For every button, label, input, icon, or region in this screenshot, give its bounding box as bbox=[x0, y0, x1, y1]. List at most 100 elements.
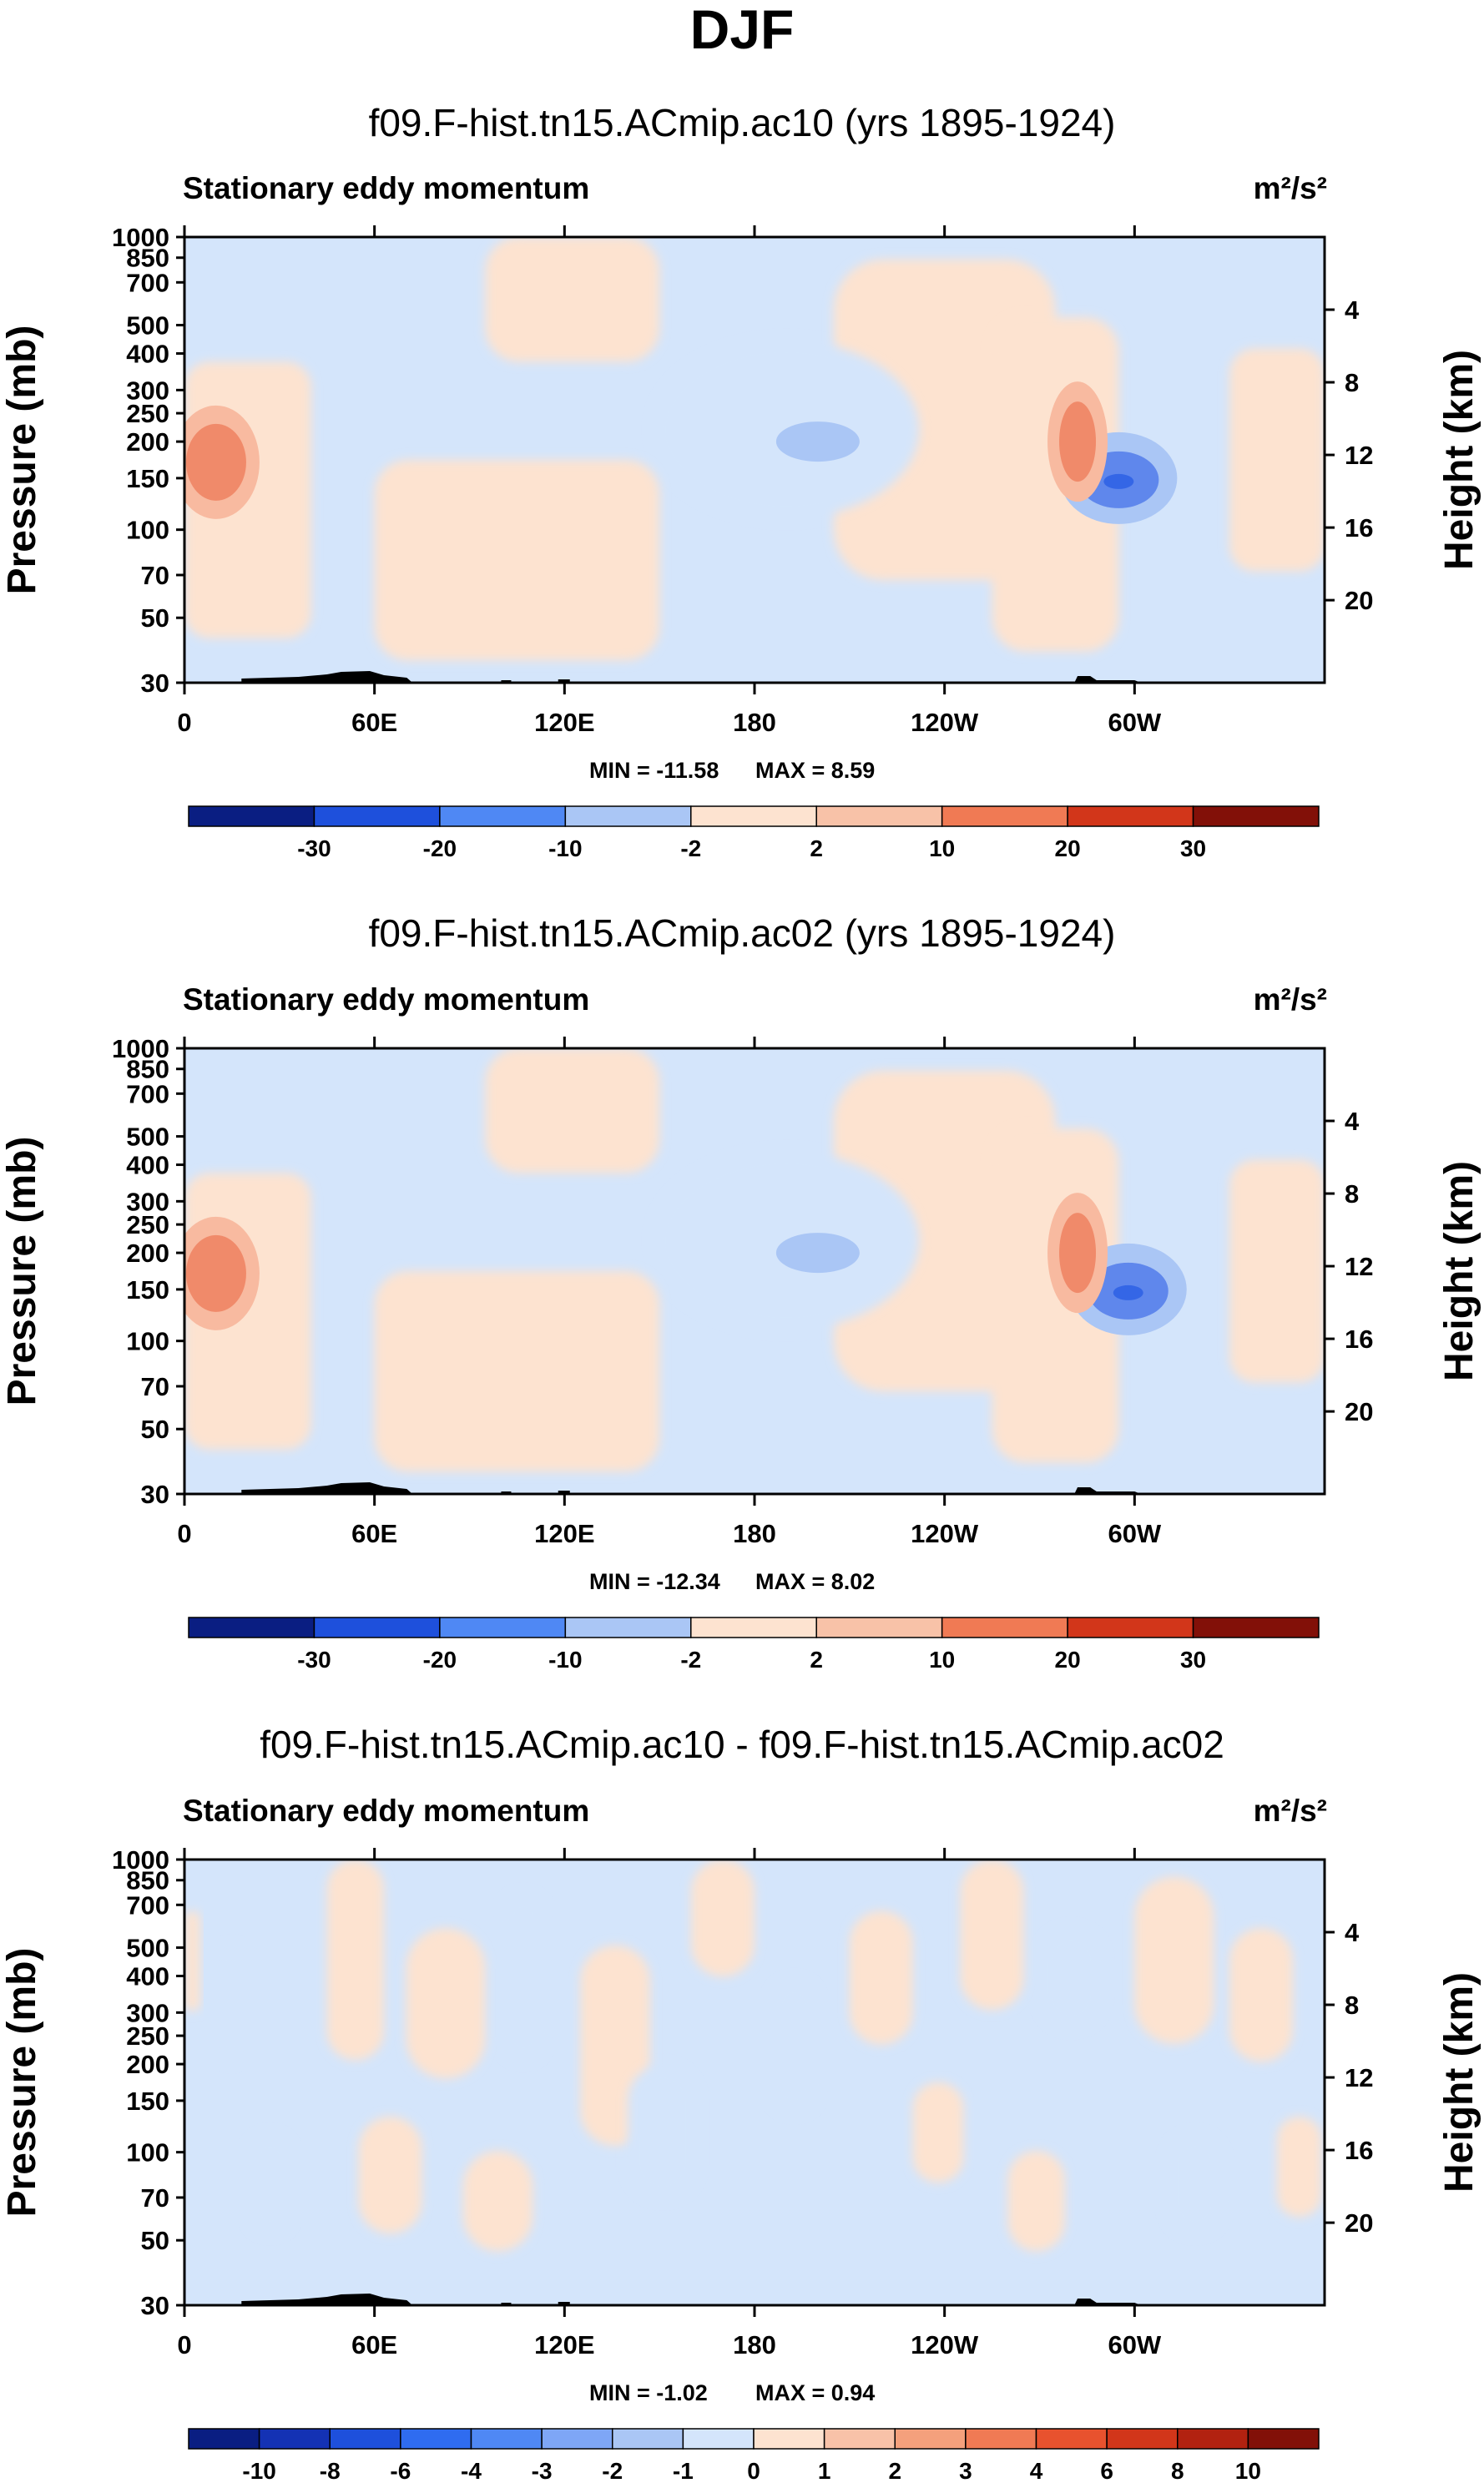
panel-left-string: Stationary eddy momentum bbox=[183, 982, 589, 1017]
x-tick-label: 60E bbox=[351, 1519, 397, 1548]
colorbar-box bbox=[564, 805, 692, 827]
colorbar-box bbox=[1192, 805, 1320, 827]
y-tick-label: 850 bbox=[126, 1866, 169, 1895]
colorbar-box bbox=[564, 1617, 692, 1638]
topography bbox=[558, 2302, 570, 2305]
y-right-tick-label: 4 bbox=[1345, 1107, 1360, 1136]
colorbar: -10 -8 -6 -4 -3 -2 -1 0 1 2 3 4 6 8 10 bbox=[188, 2428, 1320, 2483]
colorbar: -30 -20 -10 -2 2 10 20 30 bbox=[188, 1617, 1320, 1673]
colorbar-box bbox=[1067, 805, 1194, 827]
x-tick-label: 60W bbox=[1108, 1519, 1161, 1548]
colorbar-box bbox=[439, 1617, 567, 1638]
panel-title: f09.F-hist.tn15.ACmip.ac02 (yrs 1895-192… bbox=[369, 911, 1116, 955]
colorbar-box bbox=[815, 1617, 943, 1638]
colorbar-label: 1 bbox=[818, 2458, 831, 2483]
x-tick-label: 180 bbox=[733, 708, 776, 737]
colorbar-box bbox=[612, 2428, 684, 2450]
colorbar-label: 2 bbox=[810, 1647, 823, 1673]
y-tick-label: 500 bbox=[126, 311, 169, 341]
y-tick-label: 500 bbox=[126, 1934, 169, 1963]
y-right-tick-label: 8 bbox=[1345, 1991, 1359, 2020]
anomaly-patch bbox=[849, 1910, 913, 2045]
y-right-tick-label: 16 bbox=[1345, 2136, 1373, 2165]
colorbar-box bbox=[1035, 2428, 1108, 2450]
y-tick-label: 1000 bbox=[112, 1034, 169, 1063]
y-axis-label: Pressure (mb) bbox=[0, 1948, 44, 2218]
y-right-tick-label: 20 bbox=[1345, 586, 1373, 615]
y-right-tick-label: 4 bbox=[1345, 295, 1360, 325]
y-tick-label: 150 bbox=[126, 2087, 169, 2116]
colorbar-label: -20 bbox=[423, 1647, 457, 1673]
colorbar-label: -2 bbox=[602, 2458, 623, 2483]
panel-units: m²/s² bbox=[1254, 171, 1327, 205]
colorbar-box bbox=[188, 805, 315, 827]
y-tick-label: 50 bbox=[141, 1415, 169, 1444]
x-tick-label: 180 bbox=[733, 2330, 776, 2359]
colorbar-label: -2 bbox=[680, 1647, 701, 1673]
contour-fill bbox=[1059, 1213, 1097, 1294]
colorbar-box bbox=[1192, 1617, 1320, 1638]
positive-region bbox=[1229, 1159, 1325, 1383]
contour-fill bbox=[185, 423, 246, 501]
y-tick-label: 1000 bbox=[112, 223, 169, 252]
positive-anomaly bbox=[184, 1216, 260, 1330]
plot-area bbox=[183, 235, 1326, 684]
panel-left-string: Stationary eddy momentum bbox=[183, 1794, 589, 1828]
y-axis-label-right: Height (km) bbox=[1437, 1161, 1481, 1381]
colorbar-box bbox=[894, 2428, 967, 2450]
contour-field bbox=[184, 1048, 1325, 1494]
y-right-tick-label: 20 bbox=[1345, 2208, 1373, 2238]
positive-region bbox=[485, 1048, 660, 1173]
topography bbox=[558, 679, 570, 683]
panel-left-string: Stationary eddy momentum bbox=[183, 171, 589, 205]
positive-region bbox=[485, 237, 660, 362]
panel-title: f09.F-hist.tn15.ACmip.ac10 (yrs 1895-192… bbox=[369, 101, 1116, 144]
colorbar-label: 10 bbox=[929, 1647, 955, 1673]
y-tick-label: 30 bbox=[141, 1480, 169, 1509]
topography bbox=[1074, 676, 1141, 683]
colorbar-box bbox=[1067, 1617, 1194, 1638]
y-right-tick-label: 20 bbox=[1345, 1397, 1373, 1426]
anomaly-patch bbox=[406, 1928, 486, 2079]
y-right-tick-label: 16 bbox=[1345, 1325, 1373, 1354]
max-label: MAX = 8.02 bbox=[755, 1569, 875, 1594]
positive-anomaly bbox=[1047, 1193, 1108, 1314]
x-tick-label: 60W bbox=[1108, 2330, 1161, 2359]
y-tick-label: 100 bbox=[126, 1327, 169, 1356]
y-tick-label: 250 bbox=[126, 1210, 169, 1239]
colorbar-label: -10 bbox=[548, 835, 582, 861]
y-tick-label: 850 bbox=[126, 1055, 169, 1084]
anomaly-patch bbox=[1166, 2133, 1224, 2234]
y-tick-label: 250 bbox=[126, 399, 169, 428]
anomaly-patch bbox=[358, 2117, 422, 2234]
colorbar-box bbox=[1177, 2428, 1249, 2450]
contour-fill bbox=[775, 1233, 860, 1274]
contour-fill bbox=[775, 421, 860, 462]
min-label: MIN = -1.02 bbox=[589, 2380, 708, 2405]
y-tick-label: 700 bbox=[126, 1079, 169, 1108]
contour-field bbox=[184, 237, 1325, 683]
contour-core bbox=[1103, 473, 1134, 489]
colorbar-label: -10 bbox=[548, 1647, 582, 1673]
y-tick-label: 150 bbox=[126, 1275, 169, 1305]
x-tick-label: 120E bbox=[534, 708, 594, 737]
y-tick-label: 250 bbox=[126, 2021, 169, 2051]
y-tick-label: 70 bbox=[141, 1372, 169, 1401]
colorbar-label: 6 bbox=[1100, 2458, 1113, 2483]
y-right-tick-label: 16 bbox=[1345, 513, 1373, 543]
anomaly-patch bbox=[247, 2133, 293, 2234]
colorbar-box bbox=[941, 1617, 1068, 1638]
anomaly-patch bbox=[770, 1979, 818, 2113]
y-right-tick-label: 12 bbox=[1345, 1252, 1373, 1281]
colorbar-box bbox=[541, 2428, 613, 2450]
colorbar-box bbox=[682, 2428, 755, 2450]
x-tick-label: 120E bbox=[534, 2330, 594, 2359]
y-right-tick-label: 12 bbox=[1345, 441, 1373, 470]
y-right-tick-label: 4 bbox=[1345, 1918, 1360, 1947]
y-tick-label: 700 bbox=[126, 268, 169, 297]
y-tick-label: 50 bbox=[141, 2226, 169, 2255]
y-tick-label: 300 bbox=[126, 376, 169, 405]
colorbar-box bbox=[258, 2428, 331, 2450]
y-tick-label: 300 bbox=[126, 1187, 169, 1216]
colorbar-box bbox=[690, 805, 817, 827]
